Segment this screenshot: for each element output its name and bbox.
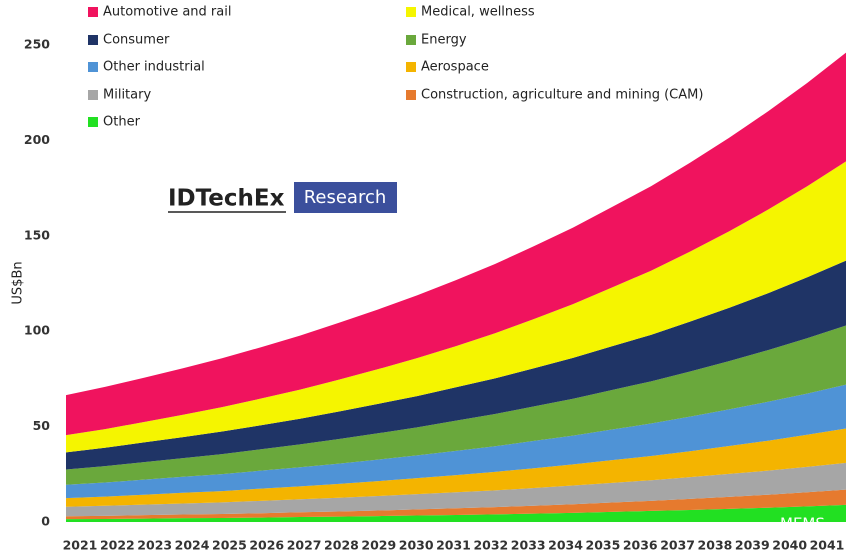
y-tick-label: 0 <box>41 514 50 529</box>
x-tick-label: 2036 <box>623 538 658 553</box>
x-tick-label: 2022 <box>100 538 135 553</box>
legend-swatch <box>88 62 98 72</box>
x-tick-label: 2040 <box>772 538 807 553</box>
area <box>66 504 846 522</box>
area <box>66 161 846 453</box>
y-tick-label: 100 <box>24 323 50 338</box>
logo-badge-box <box>294 182 397 213</box>
watermark: MEMS <box>780 515 825 533</box>
legend-label: Energy <box>421 33 467 48</box>
area <box>66 325 846 485</box>
legend-swatch <box>406 35 416 45</box>
legend-swatch <box>406 62 416 72</box>
x-tick-label: 2025 <box>212 538 247 553</box>
legend-swatch <box>88 117 98 127</box>
areas <box>66 52 846 522</box>
x-tick-label: 2024 <box>175 538 210 553</box>
legend-swatch <box>88 35 98 45</box>
x-tick-label: 2029 <box>361 538 396 553</box>
x-tick-label: 2026 <box>249 538 284 553</box>
x-tick-label: 2039 <box>735 538 770 553</box>
x-tick-label: 2033 <box>511 538 546 553</box>
logo-brand: IDTechEx <box>168 186 285 212</box>
legend-label: Automotive and rail <box>103 5 231 20</box>
legend-swatch <box>88 90 98 100</box>
legend-swatch <box>406 7 416 17</box>
y-tick-label: 250 <box>24 37 50 52</box>
legend-label: Construction, agriculture and mining (CA… <box>421 88 703 103</box>
x-tick-label: 2021 <box>63 538 98 553</box>
legend-label: Other industrial <box>103 60 205 75</box>
x-tick-label: 2041 <box>810 538 845 553</box>
x-tick-label: 2037 <box>660 538 695 553</box>
y-axis-label: US$Bn <box>11 261 26 304</box>
legend-label: Other <box>103 115 141 130</box>
x-tick-label: 2038 <box>698 538 733 553</box>
area <box>66 260 846 470</box>
y-tick-label: 200 <box>24 132 50 147</box>
x-tick-label: 2027 <box>287 538 322 553</box>
x-tick-label: 2031 <box>436 538 471 553</box>
area <box>66 384 846 499</box>
legend-swatch <box>88 7 98 17</box>
legend-label: Aerospace <box>421 60 489 75</box>
x-tick-label: 2035 <box>586 538 621 553</box>
area <box>66 462 846 517</box>
x-tick-label: 2028 <box>324 538 359 553</box>
logo-badge: Research <box>304 187 387 208</box>
legend-label: Military <box>103 88 151 103</box>
legend-swatch <box>406 90 416 100</box>
x-tick-label: 2034 <box>548 538 583 553</box>
y-tick-label: 50 <box>33 418 51 433</box>
area <box>66 489 846 520</box>
legend-label: Consumer <box>103 33 170 48</box>
x-tick-label: 2030 <box>399 538 434 553</box>
area <box>66 52 846 436</box>
x-tick-label: 2023 <box>137 538 172 553</box>
y-tick-label: 150 <box>24 227 50 242</box>
legend-label: Medical, wellness <box>421 5 535 20</box>
x-tick-label: 2032 <box>473 538 508 553</box>
area <box>66 428 846 507</box>
